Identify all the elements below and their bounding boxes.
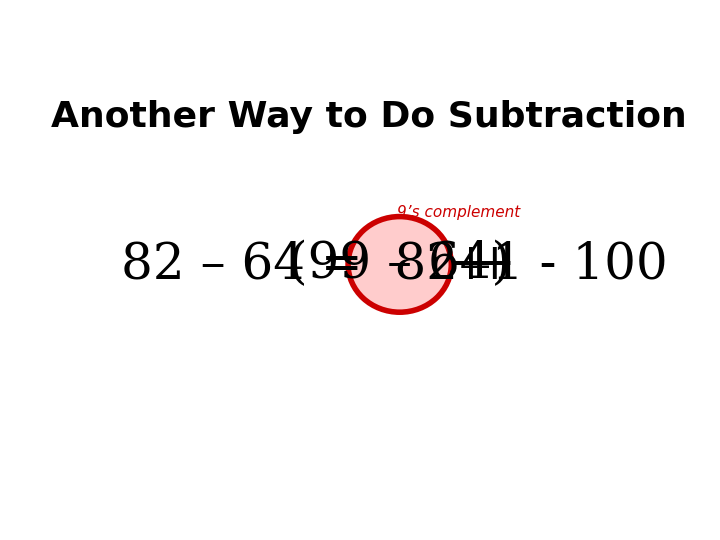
Text: 82 – 64 =  82 +: 82 – 64 = 82 + — [121, 240, 531, 289]
Text: (99 – 64): (99 – 64) — [288, 240, 511, 289]
Ellipse shape — [348, 217, 451, 312]
Text: 9’s complement: 9’s complement — [397, 205, 520, 220]
Text: Another Way to Do Subtraction: Another Way to Do Subtraction — [51, 100, 687, 134]
Text: +1 - 100: +1 - 100 — [450, 240, 667, 289]
